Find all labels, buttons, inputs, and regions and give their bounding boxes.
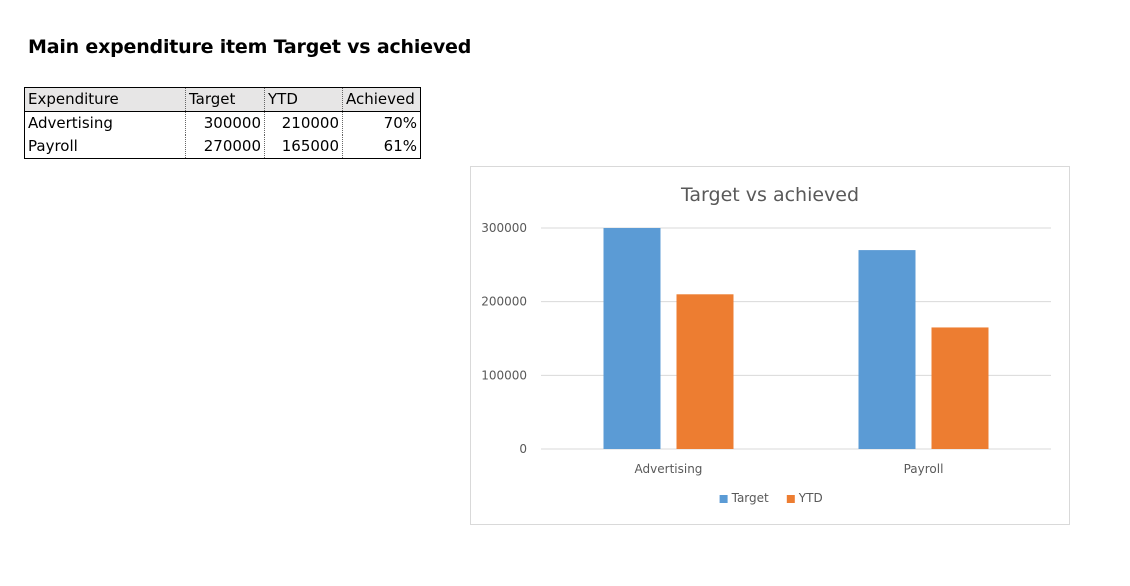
header-ytd: YTD	[264, 87, 343, 112]
table-row: Payroll 270000 165000 61%	[25, 135, 421, 159]
header-expenditure: Expenditure	[24, 87, 186, 112]
table-header-row: Expenditure Target YTD Achieved	[24, 87, 421, 112]
cell-expenditure: Advertising	[28, 114, 113, 132]
legend-label-target: Target	[731, 491, 769, 505]
bar-ytd-payroll	[931, 327, 989, 449]
bar-ytd-advertising	[676, 294, 734, 449]
cell-ytd: 165000	[264, 135, 343, 159]
cell-expenditure: Payroll	[28, 137, 78, 155]
cell-achieved: 70%	[342, 111, 421, 135]
cell-achieved: 61%	[342, 135, 421, 159]
legend-swatch-ytd	[786, 495, 795, 503]
chart-title: Target vs achieved	[680, 184, 859, 206]
cell-target: 300000	[185, 111, 265, 135]
page-title: Main expenditure item Target vs achieved	[28, 36, 472, 58]
legend-swatch-target	[719, 495, 728, 503]
y-tick-label: 200000	[481, 295, 527, 309]
bar-target-advertising	[603, 228, 661, 449]
chart-area: Target vs achieved 0 100000 200000 300000 Ad…	[470, 166, 1070, 525]
x-tick-label: Payroll	[904, 462, 944, 476]
header-target: Target	[185, 87, 265, 112]
bar-chart: Target vs achieved 0 100000 200000 300000 Ad…	[481, 184, 1051, 505]
bar-target-payroll	[858, 250, 916, 449]
y-tick-label: 0	[519, 442, 527, 456]
cell-target: 270000	[185, 135, 265, 159]
x-tick-label: Advertising	[635, 462, 703, 476]
table-row: Advertising 300000 210000 70%	[25, 111, 421, 135]
cell-ytd: 210000	[264, 111, 343, 135]
y-tick-label: 100000	[481, 368, 527, 382]
y-tick-label: 300000	[481, 221, 527, 235]
data-table: Expenditure Target YTD Achieved Advertis…	[24, 87, 421, 159]
legend-label-ytd: YTD	[798, 491, 823, 505]
header-achieved: Achieved	[342, 87, 421, 112]
